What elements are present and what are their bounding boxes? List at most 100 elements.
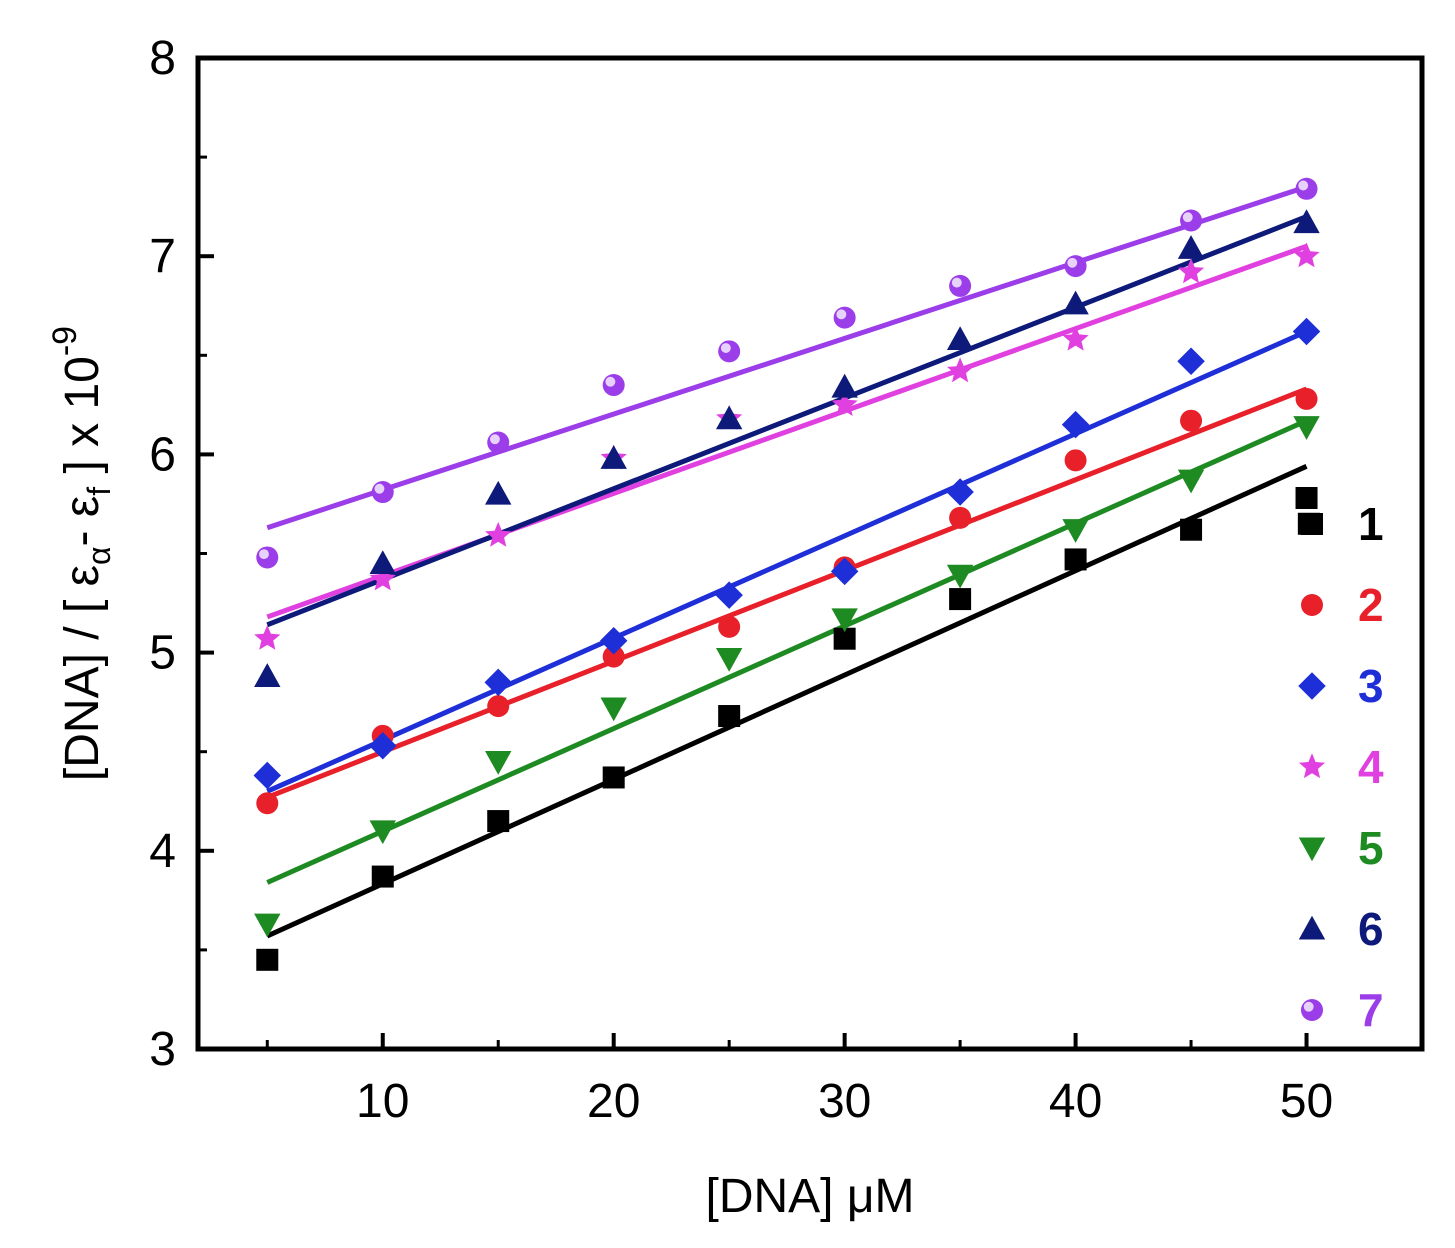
legend-label-2: 2 bbox=[1358, 579, 1384, 631]
point-series-4 bbox=[254, 625, 281, 650]
fit-line-6 bbox=[266, 214, 1308, 628]
point-series-2 bbox=[718, 615, 741, 638]
y-axis-title: [DNA] / [ εα- εf ] x 10-9 bbox=[46, 326, 117, 781]
point-series-6 bbox=[369, 550, 396, 574]
legend-label-3: 3 bbox=[1358, 660, 1384, 712]
point-series-5 bbox=[1293, 416, 1320, 440]
point-series-3 bbox=[830, 557, 859, 586]
point-series-5 bbox=[715, 647, 743, 672]
sphere-highlight bbox=[1182, 212, 1193, 223]
y-axis-title-mid: - ε bbox=[56, 496, 109, 547]
point-series-5 bbox=[1177, 469, 1205, 494]
point-series-4 bbox=[1062, 325, 1089, 351]
point-series-6 bbox=[485, 480, 512, 505]
point-series-1 bbox=[1064, 548, 1087, 571]
sphere-highlight bbox=[605, 376, 616, 387]
x-tick-label: 20 bbox=[587, 1075, 640, 1128]
point-series-7 bbox=[1295, 177, 1318, 200]
fit-line-3 bbox=[266, 329, 1308, 794]
point-series-3 bbox=[1061, 410, 1090, 439]
point-series-6 bbox=[600, 445, 627, 469]
point-series-6 bbox=[831, 373, 858, 398]
legend-marker-4 bbox=[1298, 753, 1326, 779]
point-series-7 bbox=[833, 306, 856, 329]
data-points bbox=[253, 177, 1321, 971]
legend-marker-7 bbox=[1301, 999, 1323, 1021]
point-series-5 bbox=[946, 564, 974, 589]
y-axis-title-sub-f: f bbox=[81, 487, 117, 496]
point-series-1 bbox=[833, 627, 856, 650]
sphere-highlight bbox=[1303, 1001, 1314, 1012]
x-axis-title: [DNA] μM bbox=[706, 1170, 915, 1223]
legend-marker-1 bbox=[1301, 513, 1323, 535]
point-series-6 bbox=[715, 405, 743, 430]
sphere-highlight bbox=[374, 483, 385, 494]
point-series-7 bbox=[371, 481, 394, 504]
point-series-6 bbox=[1177, 235, 1205, 259]
plot-frame bbox=[195, 55, 1425, 1052]
y-tick-label: 3 bbox=[149, 1023, 176, 1076]
point-series-4 bbox=[1293, 242, 1320, 268]
point-series-2 bbox=[1064, 449, 1087, 472]
point-series-2 bbox=[1295, 387, 1318, 410]
legend-label-5: 5 bbox=[1358, 822, 1384, 874]
legend-label-1: 1 bbox=[1358, 498, 1384, 550]
point-series-1 bbox=[1180, 518, 1203, 541]
sphere-highlight bbox=[720, 343, 731, 353]
point-series-1 bbox=[1295, 487, 1318, 510]
point-series-5 bbox=[254, 913, 281, 938]
point-series-6 bbox=[254, 663, 281, 687]
y-axis-title-sub-alpha: α bbox=[81, 546, 117, 565]
point-series-1 bbox=[602, 766, 625, 789]
point-series-6 bbox=[1293, 209, 1320, 234]
point-series-7 bbox=[256, 546, 279, 569]
fit-line-1 bbox=[266, 464, 1308, 939]
legend-label-7: 7 bbox=[1358, 984, 1384, 1036]
point-series-3 bbox=[253, 761, 282, 790]
point-series-5 bbox=[369, 820, 396, 845]
fit-line-2 bbox=[266, 386, 1308, 800]
x-tick-label: 30 bbox=[818, 1075, 871, 1128]
point-series-2 bbox=[487, 695, 510, 718]
point-series-2 bbox=[949, 506, 972, 529]
x-tick-label: 50 bbox=[1280, 1075, 1333, 1128]
point-series-5 bbox=[831, 608, 858, 633]
point-series-3 bbox=[946, 478, 974, 506]
point-series-7 bbox=[487, 431, 510, 454]
sphere-highlight bbox=[1067, 257, 1078, 268]
y-axis-title-exponent: -9 bbox=[46, 326, 84, 356]
y-tick-label: 6 bbox=[149, 428, 176, 481]
x-tick-label: 40 bbox=[1049, 1075, 1102, 1128]
point-series-4 bbox=[1178, 258, 1205, 284]
point-series-1 bbox=[371, 865, 394, 888]
y-tick-label: 5 bbox=[149, 627, 176, 680]
legend-label-6: 6 bbox=[1358, 903, 1384, 955]
x-tick-label: 10 bbox=[356, 1075, 409, 1128]
point-series-7 bbox=[1180, 209, 1203, 232]
point-series-7 bbox=[718, 340, 741, 363]
point-series-3 bbox=[1177, 347, 1205, 375]
sphere-highlight bbox=[489, 434, 500, 445]
legend-label-4: 4 bbox=[1358, 741, 1384, 793]
point-series-6 bbox=[946, 326, 974, 351]
point-series-3 bbox=[369, 732, 397, 760]
point-series-4 bbox=[485, 521, 512, 547]
tick-labels: 10 20 30 40 50 3 4 5 6 7 8 bbox=[149, 32, 1333, 1128]
point-series-4 bbox=[947, 357, 974, 383]
point-series-5 bbox=[600, 697, 627, 722]
y-tick-label: 4 bbox=[149, 825, 176, 878]
sphere-highlight bbox=[259, 549, 269, 560]
fit-line-7 bbox=[266, 184, 1308, 531]
point-series-1 bbox=[487, 810, 510, 833]
y-axis-title-prefix: [DNA] / [ ε bbox=[56, 565, 109, 781]
point-series-5 bbox=[1062, 519, 1089, 543]
legend-marker-5 bbox=[1298, 837, 1326, 862]
point-series-2 bbox=[256, 792, 279, 815]
legend: 1 2 3 4 5 6 7 bbox=[1298, 498, 1384, 1036]
y-tick-label: 7 bbox=[149, 230, 176, 283]
point-series-3 bbox=[484, 668, 512, 697]
y-axis-title-suffix: ] x 10 bbox=[56, 356, 109, 487]
point-series-1 bbox=[718, 705, 741, 728]
legend-marker-2 bbox=[1301, 594, 1323, 616]
